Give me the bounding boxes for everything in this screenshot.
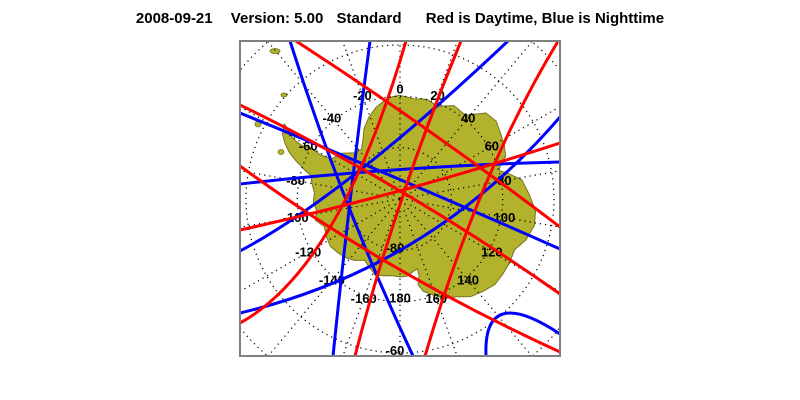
longitude-label: -40 [323, 110, 342, 125]
map-area: -160-140-120-100-80-60-40-20 0 20406080100… [240, 41, 560, 358]
title-legend: Red is Daytime, Blue is Nighttime [425, 10, 665, 27]
daytime-track [240, 164, 560, 354]
daytime-track [294, 41, 560, 229]
longitude-label: -140 [319, 273, 345, 288]
nighttime-track [484, 311, 560, 356]
island [269, 48, 281, 54]
latitude-label: -60 [386, 343, 405, 358]
daytime-track [240, 41, 408, 325]
plot-title: 2008-09-21 Version: 5.00 Standard Red is… [0, 10, 800, 27]
latitude-circle [348, 147, 452, 251]
longitude-label: 180 [389, 291, 411, 306]
island [277, 149, 285, 155]
longitude-label: -80 [286, 173, 305, 188]
longitude-label: 120 [481, 245, 503, 260]
daytime-track [240, 141, 560, 232]
nighttime-track [331, 41, 372, 356]
longitude-label: 0 [396, 82, 403, 97]
island [280, 92, 288, 98]
longitude-label: -120 [295, 245, 321, 260]
longitude-label: 140 [457, 273, 479, 288]
longitude-label: 40 [461, 110, 475, 125]
daytime-track [423, 41, 559, 356]
daytime-track [240, 103, 560, 296]
daytime-track [353, 41, 463, 356]
title-mode: Standard [336, 10, 402, 27]
longitude-label: 60 [485, 139, 499, 154]
plot-frame [239, 40, 561, 357]
nighttime-track [240, 160, 560, 186]
latitude-circle [245, 44, 555, 354]
title-date: 2008-09-21 [135, 10, 213, 27]
nighttime-track [240, 111, 560, 251]
title-version: Version: 5.00 [230, 10, 324, 27]
